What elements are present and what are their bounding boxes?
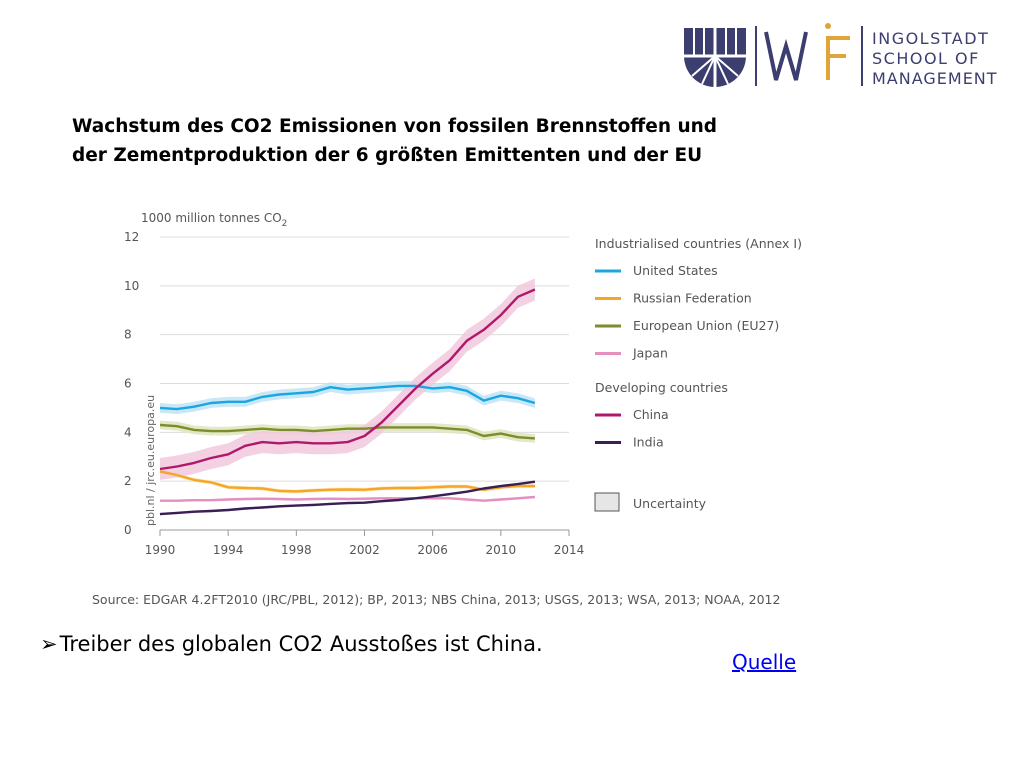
watermark: pbl.nl / jrc.eu.europa.eu bbox=[144, 395, 157, 526]
slide-title: Wachstum des CO2 Emissionen von fossilen… bbox=[72, 112, 772, 170]
bullet-text: Treiber des globalen CO2 Ausstoßes ist C… bbox=[59, 632, 543, 656]
series-line bbox=[159, 480, 536, 516]
bullet-arrow-icon: ➢ bbox=[40, 632, 58, 656]
y-tick-label: 8 bbox=[124, 328, 132, 342]
co2-emissions-chart: 0 2 4 6 8 10 12 1990 1994 1998 2002 2006 2010 2014 In… bbox=[92, 211, 802, 607]
logo-line-2: SCHOOL OF bbox=[872, 49, 980, 68]
x-tick-label: 1998 bbox=[281, 543, 312, 557]
uncertainty-label: Uncertainty bbox=[633, 496, 707, 511]
series-lines bbox=[159, 288, 536, 516]
legend-label: European Union (EU27) bbox=[633, 318, 779, 333]
x-tick-label: 2006 bbox=[417, 543, 448, 557]
x-tick-label: 2002 bbox=[349, 543, 380, 557]
y-tick-label: 6 bbox=[124, 377, 132, 391]
uncertainty-band bbox=[160, 278, 535, 480]
y-tick-label: 2 bbox=[124, 474, 132, 488]
legend: Industrialised countries (Annex I) United… bbox=[594, 236, 802, 512]
legend-label: China bbox=[633, 407, 669, 422]
series-line bbox=[160, 495, 535, 502]
y-axis-label: 1000 million tonnes CO2 bbox=[141, 211, 287, 229]
uncertainty-band bbox=[160, 381, 535, 414]
source-link[interactable]: Quelle bbox=[732, 650, 797, 674]
legend-label: India bbox=[633, 435, 664, 450]
series-line bbox=[159, 423, 535, 440]
shield-emblem-icon bbox=[684, 28, 746, 88]
x-tick-label: 1994 bbox=[213, 543, 244, 557]
x-tick-label: 1990 bbox=[145, 543, 176, 557]
axis-ticks: 0 2 4 6 8 10 12 1990 1994 1998 2002 2006 2010 2014 bbox=[124, 230, 584, 557]
bullet-point: ➢Treiber des globalen CO2 Ausstoßes ist … bbox=[40, 632, 543, 656]
y-tick-label: 0 bbox=[124, 523, 132, 537]
title-line-2: der Zementproduktion der 6 größten Emitt… bbox=[72, 145, 703, 166]
logo-line-1: INGOLSTADT bbox=[872, 29, 989, 48]
series-line bbox=[159, 470, 535, 493]
legend-group-heading: Industrialised countries (Annex I) bbox=[595, 236, 802, 251]
legend-label: Russian Federation bbox=[633, 291, 752, 306]
uncertainty-swatch bbox=[594, 492, 620, 512]
y-tick-label: 4 bbox=[124, 425, 132, 439]
y-tick-label: 10 bbox=[124, 279, 139, 293]
logo-line-3: MANAGEMENT bbox=[872, 69, 998, 88]
legend-label: Japan bbox=[632, 346, 668, 361]
x-tick-label: 2014 bbox=[554, 543, 585, 557]
legend-label: United States bbox=[633, 263, 718, 278]
title-line-1: Wachstum des CO2 Emissionen von fossilen… bbox=[72, 116, 718, 137]
series-line bbox=[159, 288, 536, 471]
chart-source: Source: EDGAR 4.2FT2010 (JRC/PBL, 2012);… bbox=[92, 592, 780, 607]
y-tick-label: 12 bbox=[124, 230, 139, 244]
wif-monogram-icon bbox=[764, 23, 850, 81]
legend-group-heading: Developing countries bbox=[595, 380, 728, 395]
series-line bbox=[159, 384, 536, 411]
x-tick-label: 2010 bbox=[486, 543, 517, 557]
school-logo: INGOLSTADT SCHOOL OF MANAGEMENT bbox=[684, 23, 998, 88]
